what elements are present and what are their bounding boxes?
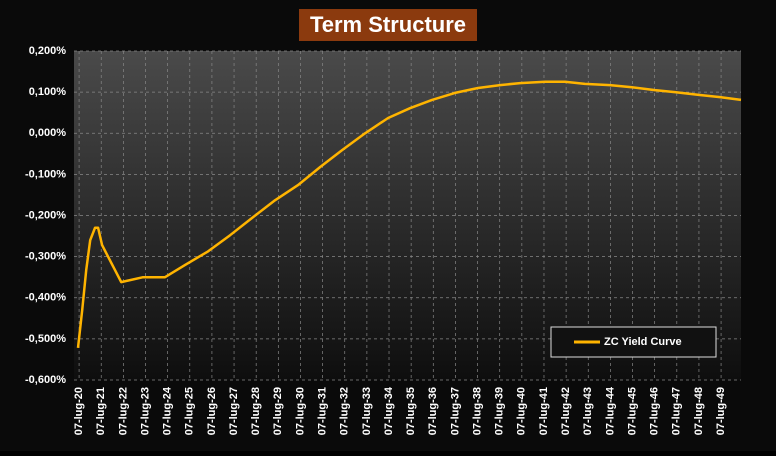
chart-title: Term Structure — [310, 12, 466, 37]
x-tick-label: 07-lug-49 — [715, 387, 727, 435]
y-tick-label: -0,300% — [25, 251, 66, 263]
title-box — [299, 9, 477, 41]
plot-area — [74, 51, 741, 380]
y-tick-label: -0,600% — [25, 374, 66, 386]
legend-label: ZC Yield Curve — [604, 336, 682, 348]
x-tick-label: 07-lug-39 — [494, 387, 506, 435]
x-tick-label: 07-lug-48 — [693, 387, 705, 435]
x-tick-label: 07-lug-28 — [250, 387, 262, 435]
y-tick-label: -0,500% — [25, 333, 66, 345]
y-tick-label: 0,000% — [29, 127, 67, 139]
x-tick-label: 07-lug-38 — [471, 387, 483, 435]
x-tick-label: 07-lug-34 — [383, 386, 395, 435]
x-tick-label: 07-lug-24 — [162, 386, 174, 435]
x-tick-label: 07-lug-37 — [449, 387, 461, 435]
x-tick-label: 07-lug-40 — [516, 387, 528, 435]
x-tick-label: 07-lug-27 — [228, 387, 240, 435]
y-tick-label: 0,200% — [29, 45, 67, 57]
x-tick-label: 07-lug-20 — [73, 387, 85, 435]
x-tick-label: 07-lug-45 — [626, 387, 638, 435]
y-tick-label: -0,100% — [25, 168, 66, 180]
x-tick-label: 07-lug-43 — [582, 387, 594, 435]
x-tick-label: 07-lug-30 — [294, 387, 306, 435]
x-tick-label: 07-lug-41 — [538, 387, 550, 435]
x-tick-label: 07-lug-44 — [604, 386, 616, 435]
x-tick-label: 07-lug-21 — [95, 387, 107, 435]
x-tick-label: 07-lug-22 — [117, 387, 129, 435]
x-tick-label: 07-lug-35 — [405, 387, 417, 435]
x-tick-label: 07-lug-47 — [671, 387, 683, 435]
x-tick-label: 07-lug-23 — [139, 387, 151, 435]
y-tick-label: -0,400% — [25, 292, 66, 304]
x-tick-label: 07-lug-25 — [184, 387, 196, 435]
x-tick-label: 07-lug-29 — [272, 387, 284, 435]
x-tick-label: 07-lug-42 — [560, 387, 572, 435]
x-tick-label: 07-lug-33 — [361, 387, 373, 435]
y-tick-label: -0,200% — [25, 209, 66, 221]
x-tick-label: 07-lug-26 — [206, 387, 218, 435]
x-tick-label: 07-lug-31 — [317, 387, 329, 435]
x-tick-label: 07-lug-32 — [339, 387, 351, 435]
y-tick-label: 0,100% — [29, 86, 67, 98]
x-tick-label: 07-lug-46 — [649, 387, 661, 435]
series-line — [76, 80, 742, 349]
x-tick-label: 07-lug-36 — [427, 387, 439, 435]
